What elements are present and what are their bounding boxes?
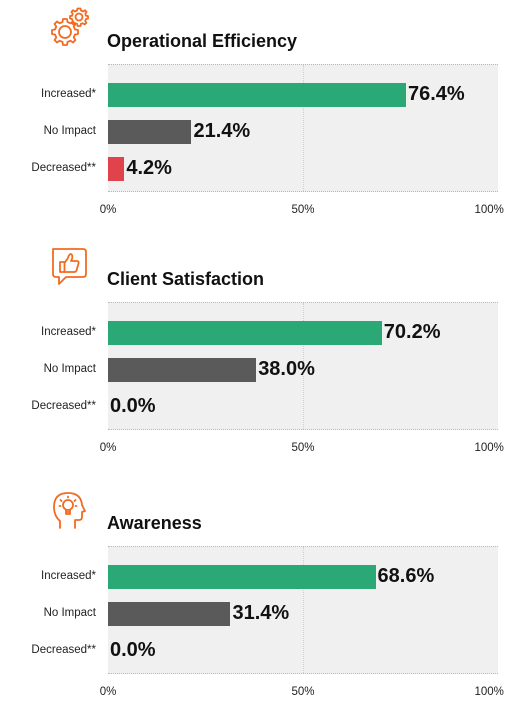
head-lightbulb-icon bbox=[47, 488, 89, 530]
value-label-no-impact: 38.0% bbox=[258, 358, 315, 380]
bar-increased bbox=[108, 565, 376, 589]
category-label-no-impact: No Impact bbox=[43, 125, 96, 137]
category-label-increased: Increased* bbox=[41, 570, 96, 582]
value-label-increased: 70.2% bbox=[383, 321, 441, 343]
value-label-decreased: 4.2% bbox=[126, 157, 172, 179]
gridline-50 bbox=[303, 547, 304, 673]
chart-client-satisfaction: Client Satisfaction Increased* No Impact… bbox=[0, 238, 529, 468]
tick-100: 100% bbox=[474, 442, 504, 454]
tick-100: 100% bbox=[474, 686, 504, 698]
tick-100: 100% bbox=[474, 204, 504, 216]
category-label-increased: Increased* bbox=[41, 326, 96, 338]
value-label-no-impact: 31.4% bbox=[232, 602, 290, 624]
bar-no-impact bbox=[108, 358, 257, 382]
bar-increased bbox=[108, 83, 406, 107]
category-label-no-impact: No Impact bbox=[43, 607, 96, 619]
plot-area bbox=[108, 546, 498, 674]
thumbs-up-chat-icon bbox=[47, 244, 89, 286]
bar-no-impact bbox=[108, 602, 231, 626]
chart-title: Client Satisfaction bbox=[107, 269, 265, 289]
bar-increased bbox=[108, 321, 382, 345]
value-label-increased: 76.4% bbox=[407, 83, 465, 105]
category-label-decreased: Decreased** bbox=[31, 644, 96, 656]
chart-operational-efficiency: Operational Efficiency Increased* No Imp… bbox=[0, 0, 529, 230]
category-label-decreased: Decreased** bbox=[31, 162, 96, 174]
value-label-no-impact: 21.4% bbox=[193, 120, 251, 142]
chart-title: Awareness bbox=[107, 513, 202, 533]
category-label-increased: Increased* bbox=[41, 88, 96, 100]
bar-no-impact bbox=[108, 120, 192, 144]
tick-50: 50% bbox=[291, 442, 315, 454]
plot-area bbox=[108, 302, 498, 430]
gridline-50 bbox=[303, 303, 304, 429]
tick-0: 0% bbox=[99, 442, 117, 454]
tick-50: 50% bbox=[291, 686, 315, 698]
chart-awareness: Awareness Increased* No Impact Decreased… bbox=[0, 482, 529, 712]
tick-0: 0% bbox=[99, 204, 117, 216]
category-label-decreased: Decreased** bbox=[31, 400, 96, 412]
value-label-increased: 68.6% bbox=[377, 565, 435, 587]
value-label-decreased: 0.0% bbox=[110, 639, 156, 661]
gears-icon bbox=[47, 6, 89, 48]
category-label-no-impact: No Impact bbox=[43, 363, 96, 375]
plot-area bbox=[108, 64, 498, 192]
value-label-decreased: 0.0% bbox=[110, 395, 156, 417]
chart-title: Operational Efficiency bbox=[107, 31, 298, 51]
tick-50: 50% bbox=[291, 204, 315, 216]
bar-decreased bbox=[108, 157, 125, 181]
gridline-50 bbox=[303, 65, 304, 191]
tick-0: 0% bbox=[99, 686, 117, 698]
